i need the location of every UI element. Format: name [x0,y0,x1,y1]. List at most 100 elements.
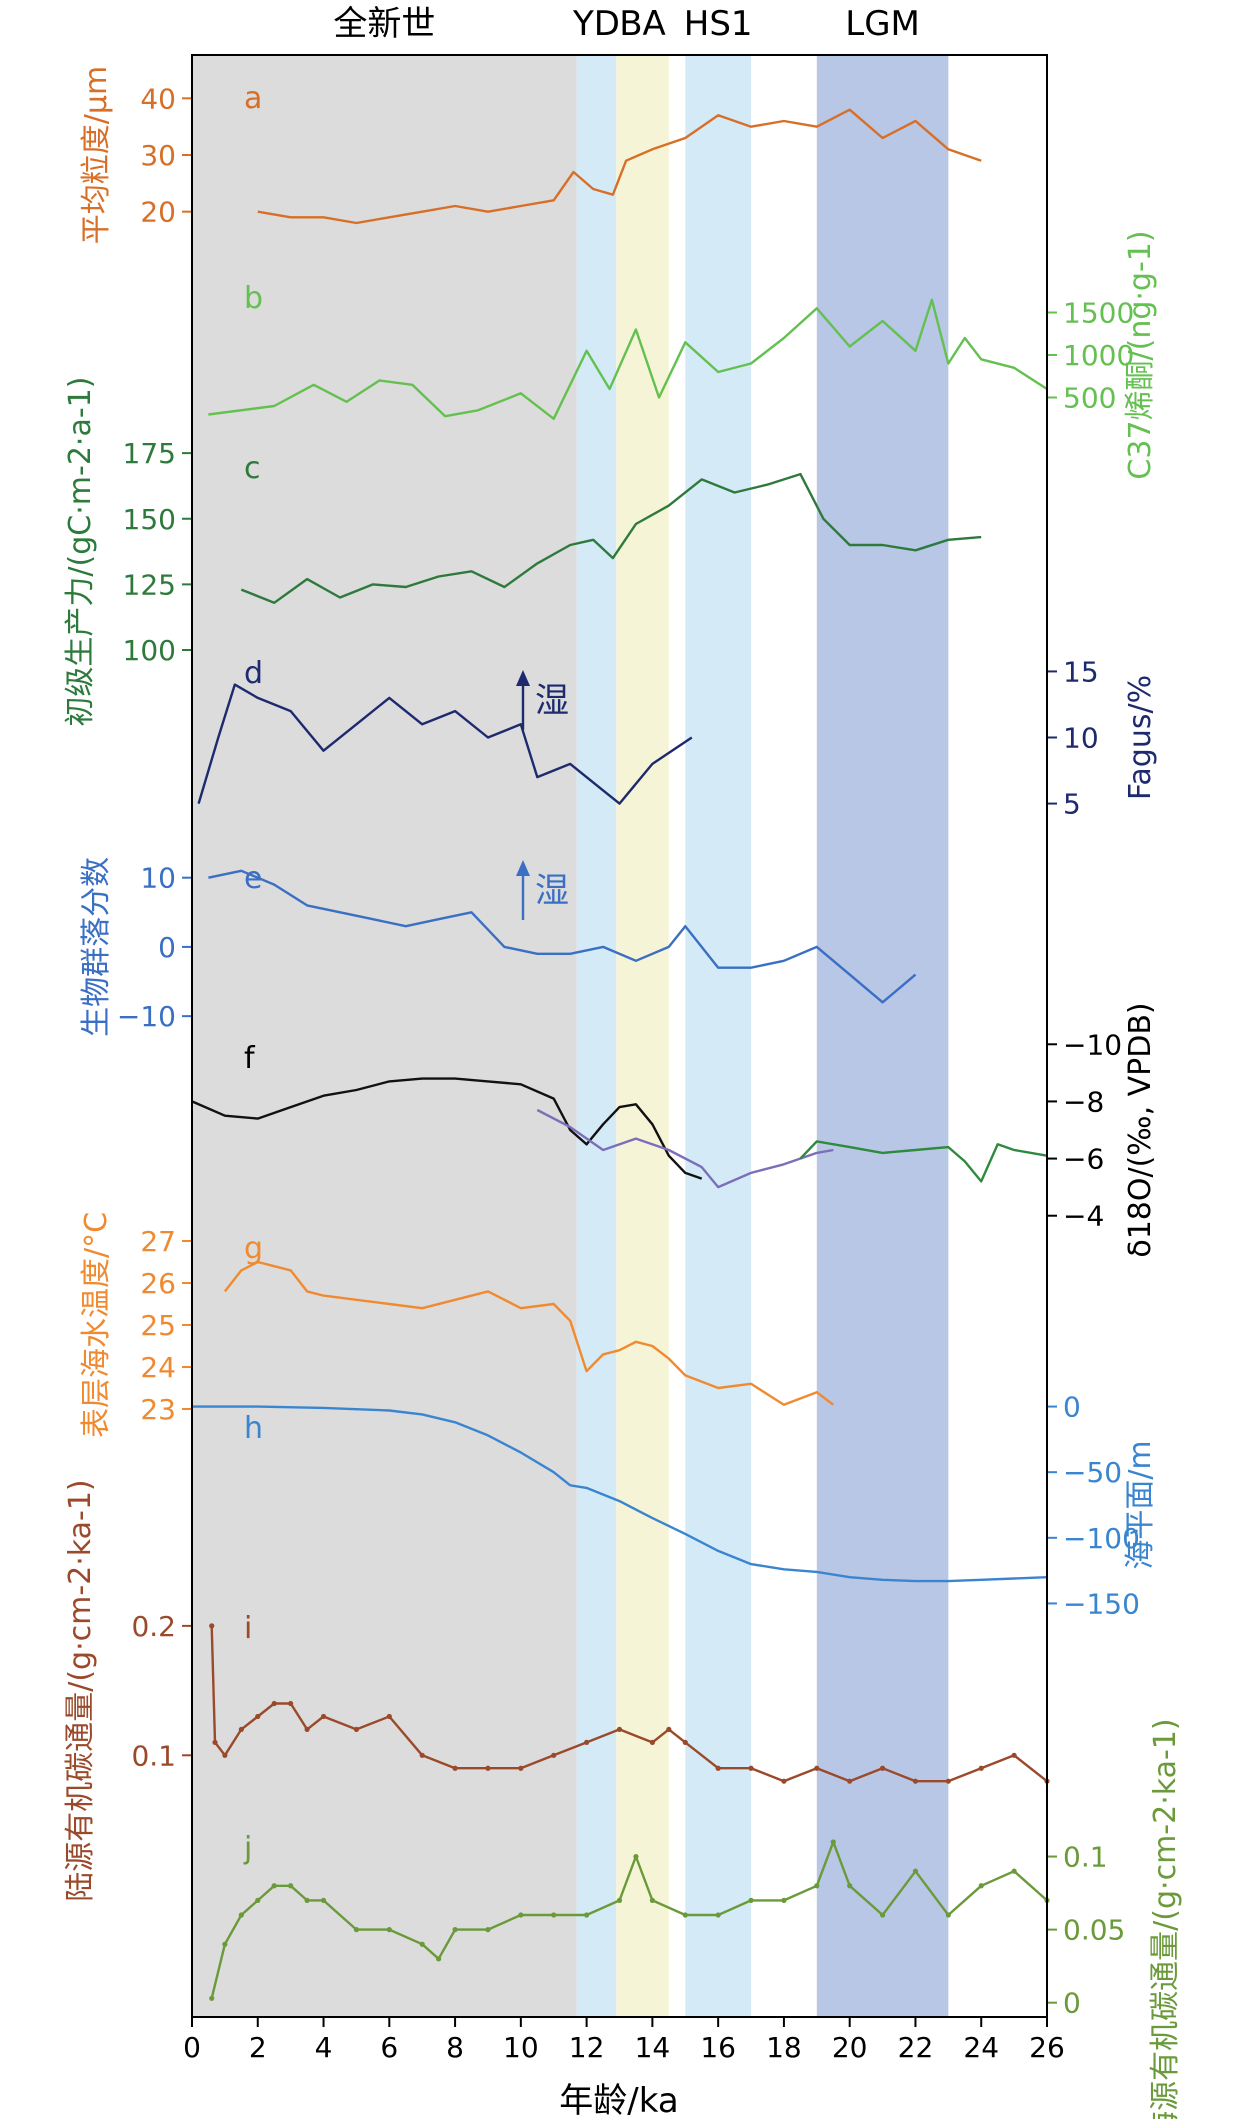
y-axis-h: 0 −50 −100 −150 海平面/m [1047,1391,1158,1620]
y-axis-f: −10 −8 −6 −4 δ18O/(‰, VPDB) [1047,1002,1158,1258]
wet-label-d: 湿 [535,681,569,721]
y-tick-label-g: 27 [140,1225,176,1258]
series-point-i [748,1765,754,1771]
period-band-4 [816,55,949,2017]
y-tick-label-e: −10 [117,1000,176,1033]
series-line-a-0 [257,108,982,225]
series-point-i [212,1739,218,1745]
y-tick-label-f: −10 [1063,1028,1122,1061]
series-point-i [715,1765,721,1771]
y-tick-label-a: 40 [140,82,176,115]
period-bands [192,55,949,2017]
y-tick-label-i: 0.1 [131,1739,176,1772]
series-point-i [320,1713,327,1720]
plot-frame [191,54,1048,2018]
y-axis-c: 100 125 150 175 初级生产力/(gC·m-2·a-1) [63,377,192,727]
panel-c: c [240,451,982,604]
series-point-i [814,1765,820,1771]
y-axis-title-e: 生物群落分数 [79,857,114,1037]
period-band-3 [685,55,752,2017]
y-tick-label-c: 150 [123,503,176,536]
series-point-j [945,1912,951,1918]
y-tick-label-f: −8 [1063,1085,1104,1118]
series-point-j [255,1897,261,1903]
panel-letter-i: i [244,1611,252,1646]
series-point-i [1011,1752,1017,1758]
y-tick-label-e: 0 [158,931,176,964]
x-tick-label: 4 [315,2031,333,2064]
panel-letter-b: b [244,281,263,316]
series-point-j [436,1956,442,1962]
y-tick-label-d: 15 [1063,655,1099,688]
series-line-h-0 [192,1405,1048,1583]
series-line-d-0 [197,683,693,805]
x-tick-label: 12 [569,2031,605,2064]
period-label-4: LGM [845,4,920,44]
panel-i: i [209,1611,1050,1784]
panel-d: d [197,656,693,805]
y-tick-label-g: 23 [140,1393,176,1426]
period-label-3: HS1 [684,4,753,44]
series-line-g-0 [223,1260,835,1406]
series-point-j [879,1912,886,1918]
panel-letter-a: a [244,81,262,116]
panel-letter-g: g [244,1231,263,1266]
x-tick-label: 0 [183,2031,201,2064]
series-point-j [847,1883,853,1889]
series-point-j [320,1897,327,1903]
y-axis-d: 5 10 15 Fagus/% [1047,655,1158,821]
series-point-i [288,1700,294,1707]
y-tick-label-g: 24 [140,1351,176,1384]
y-axis-i: 0.1 0.2 陆源有机碳通量/(g·cm-2·ka-1) [63,1479,192,1902]
series-point-j [222,1941,228,1947]
axes: 203040平均粒度/μm50010001500C37烯酮/(ng·g-1)10… [63,66,1183,2119]
x-tick-label: 6 [380,2031,398,2064]
series-point-i [304,1726,310,1733]
series-point-j [518,1912,524,1918]
series-point-i [666,1726,672,1733]
x-tick-label: 26 [1029,2031,1065,2064]
series-point-i [209,1623,215,1629]
wet-annotation-d: 湿 [516,670,569,730]
y-axis-title-f: δ18O/(‰, VPDB) [1123,1002,1158,1257]
x-tick-label: 16 [700,2031,736,2064]
y-tick-label-i: 0.2 [131,1610,176,1643]
series-point-j [912,1868,919,1874]
series-point-i [386,1713,392,1720]
y-axis-title-c: 初级生产力/(gC·m-2·a-1) [63,377,98,727]
x-tick-label: 24 [963,2031,999,2064]
x-tick-label: 8 [446,2031,464,2064]
y-tick-label-b: 1000 [1063,339,1134,372]
y-axis-title-a: 平均粒度/μm [79,66,114,244]
y-tick-label-c: 125 [123,568,176,601]
period-label-1: YD [572,4,620,44]
series-point-i [978,1765,984,1771]
series-line-f-0 [191,1077,703,1180]
panel-j: j [209,1831,1050,2001]
y-axis-a: 20 30 40 平均粒度/μm [79,66,192,244]
series-point-j [633,1853,639,1860]
y-tick-label-a: 30 [140,139,176,172]
y-tick-label-a: 20 [140,196,176,229]
y-axis-e: −10 0 10 生物群落分数 [79,857,192,1037]
panel-letter-e: e [244,861,262,896]
wet-label-e: 湿 [535,871,569,911]
panel-letter-j: j [243,1831,252,1866]
period-label-2: BA [619,4,666,44]
y-tick-label-h: 0 [1063,1391,1081,1424]
series-point-j [209,1995,215,2001]
panel-a: a [244,81,982,225]
series-point-i [222,1752,228,1758]
series-point-i [271,1700,277,1707]
period-label-0: 全新世 [333,4,435,44]
y-axis-j: 0 0.05 0.1 海源有机碳通量/(g·cm-2·ka-1) [1047,1718,1183,2119]
series-point-j [781,1897,787,1903]
y-axis-g: 23 24 25 26 27 表层海水温度/°C [79,1212,192,1438]
series-point-i [682,1739,688,1745]
series-line-c-0 [240,472,982,604]
series-point-j [452,1927,458,1933]
period-labels: 全新世 YD BA HS1 LGM [333,4,920,44]
y-axis-title-d: Fagus/% [1123,675,1158,800]
